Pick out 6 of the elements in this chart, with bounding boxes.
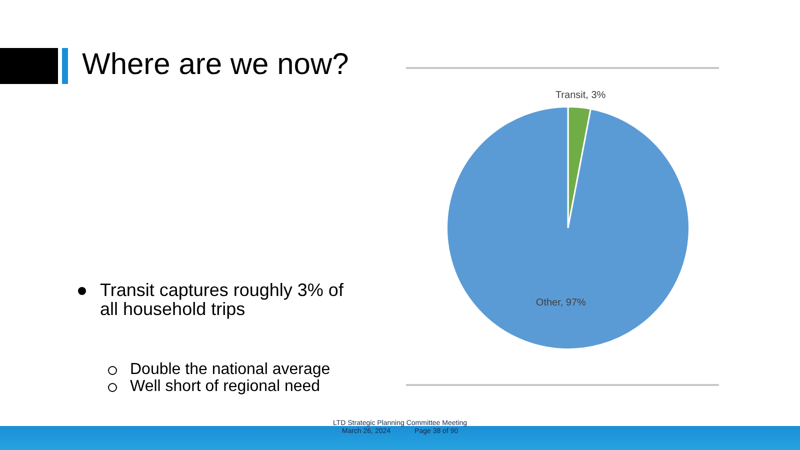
text: Double the national average bbox=[108, 361, 330, 378]
slice-label: Other, 97% bbox=[536, 298, 586, 309]
slice-label: Transit, 3% bbox=[555, 90, 606, 102]
text: Transit captures roughly 3% of all household trips bbox=[78, 280, 358, 319]
text: Well short of regional need bbox=[108, 378, 330, 395]
chart-title: Where are we now? bbox=[82, 48, 349, 82]
